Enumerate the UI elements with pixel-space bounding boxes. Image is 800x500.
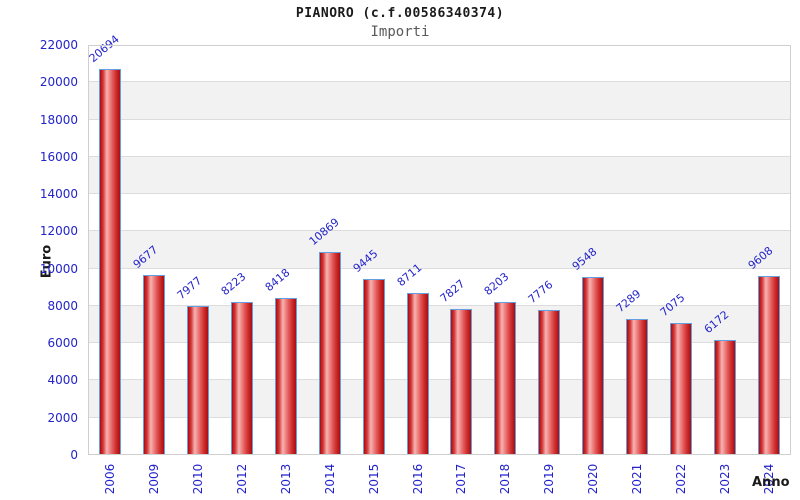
plot-band	[88, 156, 791, 195]
gridline	[88, 267, 791, 269]
x-tick-label: 2006	[102, 463, 117, 495]
gridline	[88, 379, 791, 381]
x-tick-label: 2015	[366, 463, 381, 495]
x-tick-label: 2014	[322, 463, 337, 495]
plot-band	[88, 45, 791, 83]
plot-band	[88, 268, 791, 306]
bar	[318, 252, 341, 455]
y-tick-label: 12000	[39, 224, 78, 239]
y-tick-label: 6000	[47, 336, 78, 351]
gridline	[88, 342, 791, 344]
gridline	[88, 118, 791, 120]
y-tick-label: 0	[70, 448, 78, 462]
y-tick-label: 4000	[47, 373, 78, 388]
gridline	[88, 155, 791, 157]
bar	[406, 293, 429, 455]
x-tick-label: 2021	[630, 463, 645, 495]
plot-band	[88, 119, 791, 157]
x-tick-label: 2017	[454, 463, 469, 495]
y-tick-label: 10000	[39, 261, 78, 276]
x-tick-label: 2013	[278, 463, 293, 495]
gridline	[88, 304, 791, 306]
bar	[626, 319, 649, 455]
x-tick-label: 2019	[542, 463, 557, 495]
bar	[450, 309, 473, 455]
gridline	[88, 416, 791, 418]
bar	[670, 323, 693, 455]
bar	[582, 277, 605, 455]
bar	[274, 298, 297, 455]
y-tick-label: 2000	[47, 410, 78, 425]
bar	[714, 340, 737, 455]
bar	[98, 69, 121, 455]
chart-subtitle: Importi	[370, 24, 430, 40]
plot-band	[88, 194, 791, 232]
bar	[186, 306, 209, 455]
x-tick-label: 2020	[586, 463, 601, 495]
x-tick-label: 2009	[146, 463, 161, 495]
bar	[494, 302, 517, 455]
x-tick-label: 2023	[718, 463, 733, 495]
x-tick-label: 2010	[190, 463, 205, 495]
plot-band	[88, 231, 791, 269]
y-tick-label: 18000	[39, 112, 78, 127]
x-tick-label: 2016	[410, 463, 425, 495]
plot-band	[88, 82, 791, 120]
x-axis-title: Anno	[752, 475, 790, 490]
y-tick-label: 20000	[39, 75, 78, 90]
plot-area: 20694 9677 7977 8223 8418 10869 9445 8711 7827 82…	[87, 33, 791, 455]
y-tick-label: 8000	[47, 298, 78, 313]
y-tick-label: 16000	[39, 149, 78, 164]
x-tick-label: 2012	[234, 463, 249, 495]
x-tick-label: 2018	[498, 463, 513, 495]
y-tick-label: 22000	[39, 38, 78, 52]
x-tick-label: 2022	[674, 463, 689, 495]
gridline	[88, 193, 791, 195]
bar	[230, 302, 253, 455]
bar	[142, 275, 165, 455]
y-tick-label: 14000	[39, 187, 78, 202]
bar	[538, 310, 561, 455]
gridline	[88, 230, 791, 232]
bar	[362, 279, 385, 455]
chart-title: PIANORO (c.f.00586340374)	[295, 6, 505, 21]
bar	[758, 276, 781, 455]
gridline	[88, 81, 791, 83]
